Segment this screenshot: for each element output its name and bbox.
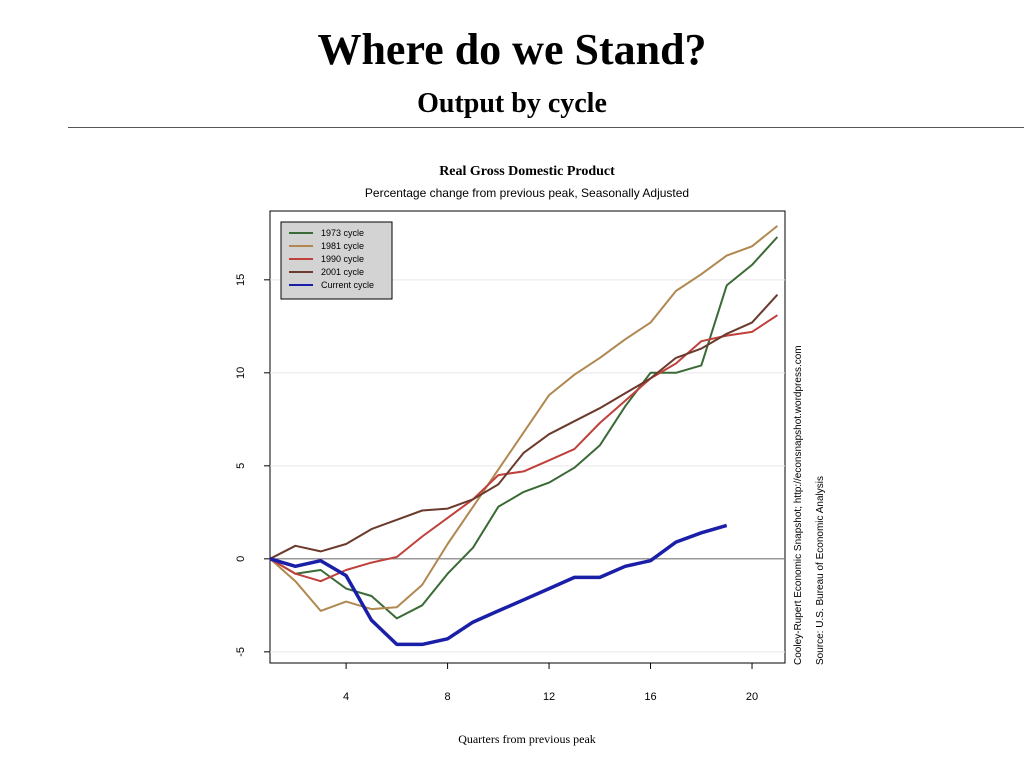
legend-label: 1981 cycle bbox=[321, 241, 364, 251]
chart-subtitle: Percentage change from previous peak, Se… bbox=[365, 186, 689, 200]
legend-label: 1973 cycle bbox=[321, 228, 364, 238]
legend: 1973 cycle 1981 cycle 1990 cycle 2001 cycle… bbox=[280, 221, 393, 300]
grid-lines bbox=[270, 279, 785, 653]
x-tick-label: 20 bbox=[746, 691, 758, 703]
slide-subtitle: Output by cycle bbox=[417, 88, 607, 119]
x-tick-label: 12 bbox=[543, 691, 555, 703]
y-tick-label: 0 bbox=[235, 556, 247, 562]
legend-label: 2001 cycle bbox=[321, 267, 364, 277]
series-lines bbox=[269, 225, 779, 647]
y-tick-label: -5 bbox=[235, 647, 247, 657]
x-tick-label: 8 bbox=[445, 691, 451, 703]
series-line-3 bbox=[269, 294, 779, 560]
credit-note: Cooley-Rupert Economic Snapshot; http://… bbox=[793, 345, 804, 665]
plot-frame bbox=[269, 210, 786, 664]
x-tick-label: 16 bbox=[644, 691, 656, 703]
axes: -5 0 5 10 15 4 8 12 16 20 bbox=[235, 274, 758, 703]
x-tick-label: 4 bbox=[343, 691, 349, 703]
series-line-4 bbox=[269, 523, 728, 647]
x-axis-label: Quarters from previous peak bbox=[458, 732, 596, 746]
slide-title: Where do we Stand? bbox=[317, 25, 707, 74]
y-tick-label: 15 bbox=[235, 274, 247, 286]
legend-box bbox=[280, 221, 393, 300]
series-line-2 bbox=[269, 314, 778, 583]
legend-label: 1990 cycle bbox=[321, 254, 364, 264]
chart-title: Real Gross Domestic Product bbox=[439, 164, 615, 179]
series-line-1 bbox=[269, 225, 779, 612]
title-divider bbox=[68, 127, 1024, 128]
y-tick-label: 10 bbox=[235, 367, 247, 379]
legend-label: Current cycle bbox=[321, 280, 374, 290]
source-note: Source: U.S. Bureau of Economic Analysis bbox=[815, 476, 826, 665]
y-tick-label: 5 bbox=[235, 463, 247, 469]
